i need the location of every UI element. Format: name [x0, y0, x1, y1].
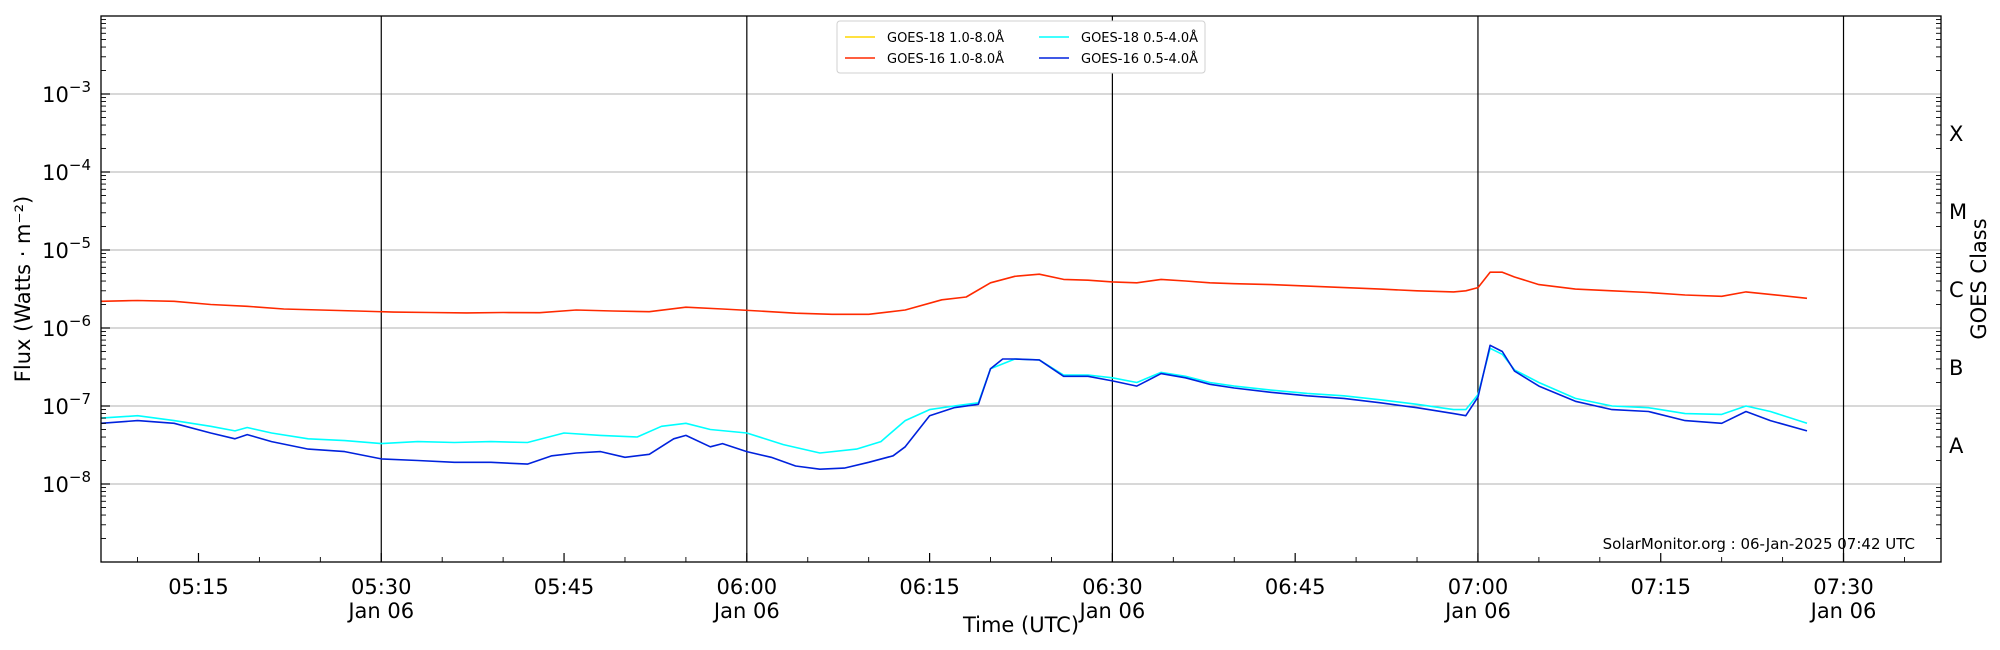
y-tick-label: 10−7 [42, 390, 91, 419]
x-tick-label: 06:00 [717, 575, 778, 599]
goes-class-label: M [1949, 200, 1967, 224]
legend: GOES-18 1.0-8.0Å GOES-16 1.0-8.0Å GOES-18 … [836, 20, 1206, 74]
legend-entry-label: GOES-18 1.0-8.0Å [887, 30, 1004, 46]
y-tick-label: 10−5 [42, 234, 91, 263]
series-line [100, 271, 1808, 316]
grid-layer [101, 93, 1941, 485]
x-tick-label: 06:45 [1265, 575, 1326, 599]
legend-entry-label: GOES-16 0.5-4.0Å [1081, 51, 1198, 67]
goes-class-label: C [1949, 278, 1964, 302]
x-tick-label: 06:30 [1082, 575, 1143, 599]
x-tick-date-label: Jan 06 [1809, 599, 1877, 623]
goes-class-label: X [1949, 122, 1963, 146]
legend-entry-label: GOES-16 1.0-8.0Å [887, 51, 1004, 67]
goes-class-labels-layer: A B C M X [1949, 122, 1967, 458]
y-tick-label: 10−8 [42, 468, 91, 497]
watermark-text: SolarMonitor.org : 06-Jan-2025 07:42 UTC [1603, 535, 1915, 553]
x-tick-label: 07:15 [1630, 575, 1691, 599]
y-tick-label: 10−4 [42, 156, 91, 185]
x-tick-label: 05:45 [534, 575, 595, 599]
vertical-lines-layer [380, 16, 1845, 562]
series-line [100, 344, 1808, 471]
goes-class-label: B [1949, 356, 1963, 380]
x-axis-label: Time (UTC) [962, 613, 1079, 637]
y-axis-label: Flux (Watts · m⁻²) [11, 196, 35, 382]
x-tick-label: 07:00 [1448, 575, 1509, 599]
x-tick-date-label: Jan 06 [1443, 599, 1511, 623]
series-line [100, 347, 1808, 454]
legend-entry-label: GOES-18 0.5-4.0Å [1081, 30, 1198, 46]
y-tick-label: 10−3 [42, 78, 91, 107]
x-tick-date-label: Jan 06 [1078, 599, 1146, 623]
goes-class-label: A [1949, 434, 1964, 458]
x-tick-label: 05:15 [168, 575, 229, 599]
plot-frame [100, 15, 1942, 563]
x-tick-label: 06:15 [899, 575, 960, 599]
series-layer [100, 271, 1808, 471]
x-tick-date-label: Jan 06 [712, 599, 780, 623]
right-axis-label: GOES Class [1967, 218, 1991, 339]
x-tick-label: 05:30 [351, 575, 412, 599]
legend-box [836, 20, 1206, 74]
x-tick-date-label: Jan 06 [346, 599, 414, 623]
y-tick-label: 10−6 [42, 312, 91, 341]
y-ticks-layer: 10−8 10−7 10−6 10−5 10−4 10−3 [42, 19, 1941, 539]
x-tick-label: 07:30 [1813, 575, 1874, 599]
